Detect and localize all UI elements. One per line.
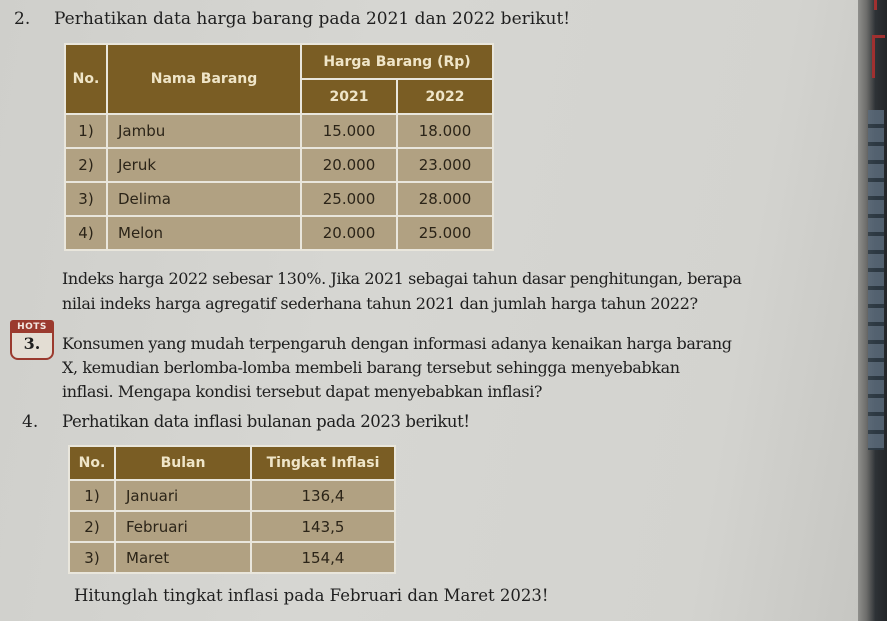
table-row: 1) Januari 136,4 xyxy=(70,481,394,510)
textbook-page: 2. Perhatikan data harga barang pada 202… xyxy=(10,9,742,605)
question-3-number: 3. xyxy=(23,334,41,353)
cell-bulan: Februari xyxy=(116,512,250,541)
header-nama-barang: Nama Barang xyxy=(108,45,300,113)
table-row: 1) Jambu 15.000 18.000 xyxy=(66,115,492,147)
cell-2022: 23.000 xyxy=(398,149,492,181)
cell-no: 4) xyxy=(66,217,106,249)
cell-2021: 20.000 xyxy=(302,217,396,249)
cell-no: 1) xyxy=(66,115,106,147)
cell-nama: Jeruk xyxy=(108,149,300,181)
question-2-prompt: Perhatikan data harga barang pada 2021 d… xyxy=(54,9,571,29)
cell-bulan: Januari xyxy=(116,481,250,510)
table-row: 2) Februari 143,5 xyxy=(70,512,394,541)
cell-no: 2) xyxy=(70,512,114,541)
background-photo xyxy=(868,110,884,450)
cell-tingkat: 136,4 xyxy=(252,481,394,510)
cell-2021: 20.000 xyxy=(302,149,396,181)
question-4-number: 4. xyxy=(22,412,39,432)
cell-2021: 25.000 xyxy=(302,183,396,215)
cell-no: 3) xyxy=(66,183,106,215)
question-4-prompt: Perhatikan data inflasi bulanan pada 202… xyxy=(62,412,470,431)
question-2-number: 2. xyxy=(14,9,31,29)
decorative-mark xyxy=(872,35,885,78)
cell-2022: 18.000 xyxy=(398,115,492,147)
cell-nama: Melon xyxy=(108,217,300,249)
table-row: 3) Maret 154,4 xyxy=(70,543,394,572)
question-4-text: Hitunglah tingkat inflasi pada Februari … xyxy=(74,586,549,605)
question-3-text-line3: inflasi. Mengapa kondisi tersebut dapat … xyxy=(62,382,543,401)
hots-badge: HOTS 3. xyxy=(10,320,54,360)
hots-label: HOTS xyxy=(12,322,52,333)
cell-nama: Delima xyxy=(108,183,300,215)
cell-tingkat: 143,5 xyxy=(252,512,394,541)
question-2-text-line1: Indeks harga 2022 sebesar 130%. Jika 202… xyxy=(62,269,742,288)
cell-no: 2) xyxy=(66,149,106,181)
book-edge xyxy=(858,0,887,621)
table-row: 4) Melon 20.000 25.000 xyxy=(66,217,492,249)
header-no: No. xyxy=(70,447,114,479)
question-3-text-line2: X, kemudian berlomba-lomba membeli baran… xyxy=(62,358,680,377)
cell-bulan: Maret xyxy=(116,543,250,572)
inflation-table: No. Bulan Tingkat Inflasi 1) Januari 136… xyxy=(68,445,396,574)
cell-2021: 15.000 xyxy=(302,115,396,147)
cell-no: 1) xyxy=(70,481,114,510)
cell-nama: Jambu xyxy=(108,115,300,147)
decorative-mark xyxy=(874,0,877,10)
header-year-2021: 2021 xyxy=(302,80,396,113)
question-2-text-line2: nilai indeks harga agregatif sederhana t… xyxy=(62,294,698,313)
header-tingkat-inflasi: Tingkat Inflasi xyxy=(252,447,394,479)
table-row: 2) Jeruk 20.000 23.000 xyxy=(66,149,492,181)
cell-no: 3) xyxy=(70,543,114,572)
header-year-2022: 2022 xyxy=(398,80,492,113)
price-table: No. Nama Barang Harga Barang (Rp) 2021 2… xyxy=(64,43,494,251)
cell-2022: 25.000 xyxy=(398,217,492,249)
table-row: 3) Delima 25.000 28.000 xyxy=(66,183,492,215)
question-3-text-line1: Konsumen yang mudah terpengaruh dengan i… xyxy=(62,334,732,353)
header-harga-barang: Harga Barang (Rp) xyxy=(302,45,492,78)
header-no: No. xyxy=(66,45,106,113)
cell-2022: 28.000 xyxy=(398,183,492,215)
header-bulan: Bulan xyxy=(116,447,250,479)
cell-tingkat: 154,4 xyxy=(252,543,394,572)
